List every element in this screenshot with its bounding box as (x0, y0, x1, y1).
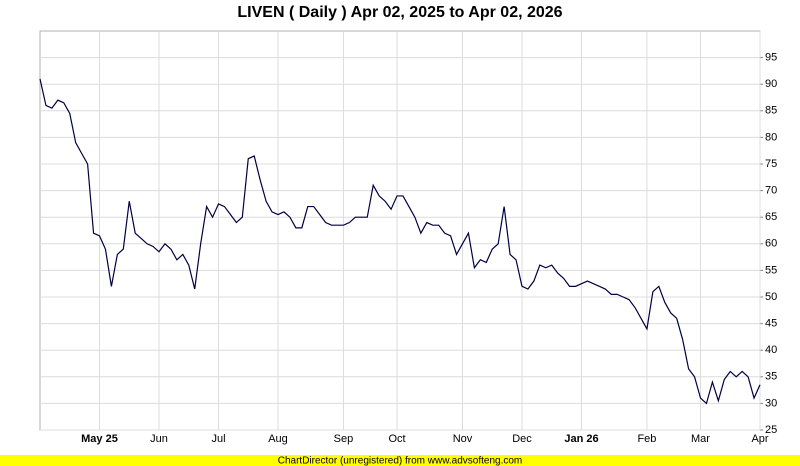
y-tick-label: 95 (765, 52, 777, 64)
x-tick-label: Jan 26 (564, 433, 598, 445)
y-tick-label: 60 (765, 238, 777, 250)
y-tick-label: 30 (765, 397, 777, 409)
footer: ChartDirector (unregistered) from www.ad… (278, 456, 523, 466)
x-tick-label: Apr (751, 433, 768, 445)
y-tick-label: 50 (765, 291, 777, 303)
y-tick-label: 90 (765, 78, 777, 90)
y-tick-label: 55 (765, 264, 777, 276)
x-tick-label: Aug (268, 433, 288, 445)
plot-area (39, 30, 761, 431)
x-tick-label: Jun (150, 433, 168, 445)
y-tick-label: 65 (765, 211, 777, 223)
y-tick-label: 85 (765, 105, 777, 117)
x-tick-label: Nov (453, 433, 473, 445)
y-tick-label: 40 (765, 344, 777, 356)
price-line (39, 78, 761, 405)
y-tick-label: 80 (765, 131, 777, 143)
y-tick-label: 75 (765, 158, 777, 170)
y-tick-label: 35 (765, 371, 777, 383)
x-tick-label: Mar (691, 433, 710, 445)
x-tick-label: Oct (388, 433, 405, 445)
x-tick-label: Jul (211, 433, 225, 445)
x-tick-label: Feb (637, 433, 656, 445)
x-tick-label: Dec (512, 433, 532, 445)
chart-title: LIVEN ( Daily ) Apr 02, 2025 to Apr 02, … (237, 4, 562, 21)
y-tick-label: 45 (765, 318, 777, 330)
x-tick-label: Sep (334, 433, 354, 445)
footer-bar (0, 455, 800, 466)
y-tick-label: 25 (765, 424, 777, 436)
y-tick-label: 70 (765, 185, 777, 197)
x-tick-label: May 25 (81, 433, 118, 445)
